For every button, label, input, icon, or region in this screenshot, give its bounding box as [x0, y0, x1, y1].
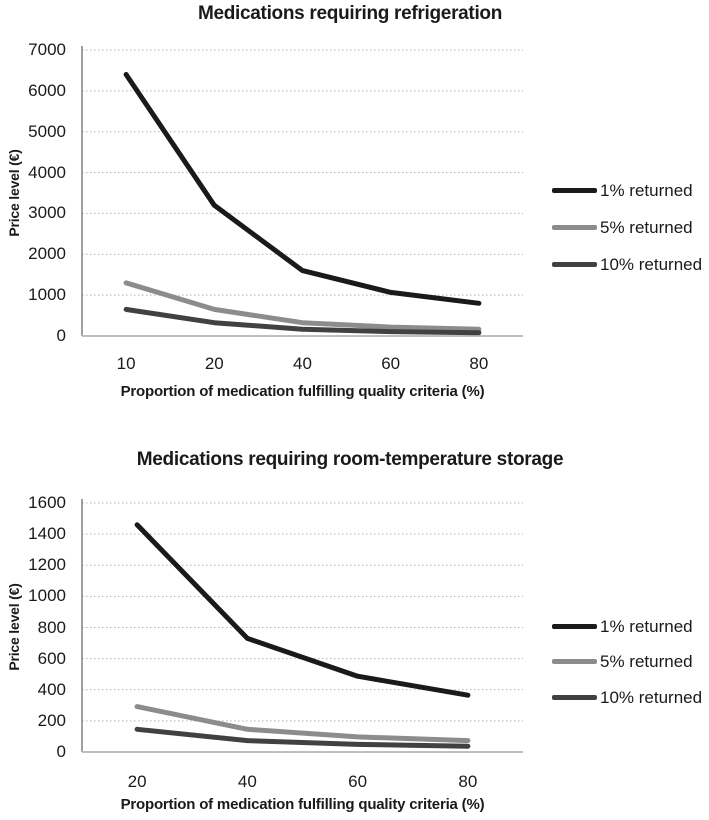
legend-item-label: 1% returned: [600, 617, 693, 636]
y-tick-label: 7000: [28, 40, 66, 59]
series-line: [123, 72, 482, 306]
legend-item-label: 10% returned: [600, 688, 703, 707]
legend-item-label: 1% returned: [600, 181, 693, 200]
y-tick-label: 6000: [28, 80, 66, 100]
x-tick-label: 10: [116, 354, 136, 373]
x-tick-label: 20: [204, 354, 224, 373]
room-temperature-chart-section: Medications requiring room-temperature s…: [0, 410, 709, 820]
y-tick-label: 4000: [28, 162, 66, 182]
series-line: [134, 726, 471, 749]
y-tick-label: 1200: [28, 555, 66, 575]
chart-title: Medications requiring room-temperature s…: [136, 449, 564, 470]
refrigeration-chart-section: Medications requiring refrigeration Pric…: [6, 3, 703, 400]
y-tick-label: 1000: [28, 586, 66, 606]
y-tick-label: 5000: [28, 121, 66, 141]
legend-item-label: 5% returned: [600, 652, 693, 671]
y-tick-label: 1400: [28, 524, 66, 544]
legend-item-label: 10% returned: [600, 255, 703, 274]
x-tick-label: 80: [469, 354, 489, 373]
y-tick-label: 400: [37, 679, 66, 699]
chart-plot: [81, 46, 523, 337]
y-tick-label: 0: [56, 742, 66, 761]
legend-item-label: 5% returned: [600, 218, 693, 237]
y-tick-label: 800: [37, 617, 66, 637]
x-axis-title: Proportion of medication fulfilling qual…: [120, 796, 485, 813]
legend-line-swatch: [552, 695, 597, 700]
y-tick-label: 600: [37, 648, 66, 668]
x-tick-label: 60: [381, 354, 401, 373]
x-tick-label: 40: [293, 354, 312, 373]
x-tick-label: 20: [127, 772, 147, 791]
x-tick-label: 60: [348, 772, 368, 791]
x-axis-title: Proportion of medication fulfilling qual…: [120, 383, 485, 400]
legend-line-swatch: [552, 225, 597, 230]
series-line: [123, 280, 482, 332]
x-tick-label: 40: [237, 772, 257, 791]
y-tick-label: 200: [37, 710, 66, 730]
legend-line-swatch: [552, 262, 597, 267]
chart-title: Medications requiring refrigeration: [197, 3, 503, 24]
y-tick-label: 2000: [28, 244, 66, 264]
series-line: [123, 306, 482, 336]
legend-line-swatch: [552, 659, 597, 664]
y-tick-label: 1600: [28, 493, 66, 512]
y-tick-label: 0: [56, 326, 66, 345]
series-line: [134, 704, 471, 744]
series-line: [134, 522, 471, 698]
y-tick-label: 1000: [28, 285, 66, 305]
legend-line-swatch: [552, 624, 597, 629]
legend-line-swatch: [552, 188, 597, 193]
chart-plot: [81, 499, 523, 753]
y-tick-label: 3000: [28, 203, 66, 223]
x-tick-label: 80: [458, 772, 478, 791]
